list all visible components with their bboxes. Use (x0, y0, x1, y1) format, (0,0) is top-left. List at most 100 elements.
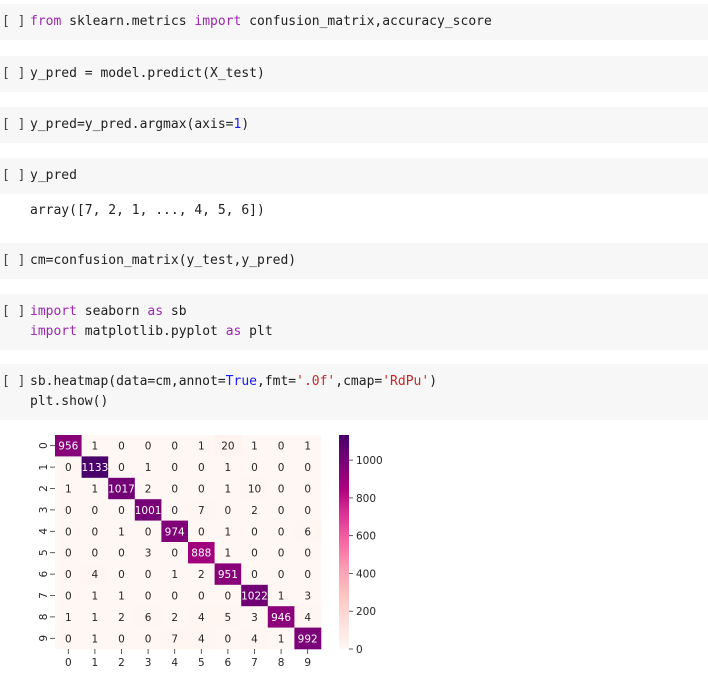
heatmap-cell (134, 477, 162, 500)
run-cell-bracket[interactable]: [ ] (2, 374, 26, 389)
heatmap-annotation: 0 (198, 462, 205, 474)
colorbar-tick-label: 200 (356, 606, 376, 618)
heatmap-cell (188, 584, 215, 607)
heatmap-cell (161, 456, 189, 479)
code-token: ) (429, 374, 438, 389)
code-token: sklearn.metrics (61, 14, 195, 29)
run-cell-bracket[interactable]: [ ] (2, 253, 26, 268)
heatmap-cell (241, 477, 269, 500)
heatmap-annotation: 4 (198, 612, 205, 624)
heatmap-cell (55, 606, 82, 628)
y-tick-label: 3 (38, 507, 50, 514)
heatmap-cell (134, 563, 162, 586)
heatmap-annotation: 0 (251, 569, 258, 581)
colorbar-tick-label: 400 (356, 568, 376, 580)
heatmap-cell (267, 520, 295, 543)
code-input[interactable]: import seaborn as sb import matplotlib.py… (30, 302, 273, 342)
colorbar (339, 435, 349, 649)
heatmap-cell (108, 563, 136, 586)
heatmap-annotation: 3 (304, 591, 311, 603)
heatmap-annotation: 0 (92, 526, 99, 538)
y-tick-label: 5 (38, 549, 50, 556)
heatmap-cell (241, 606, 269, 628)
heatmap-annotation: 0 (65, 633, 72, 645)
run-cell-bracket[interactable]: [ ] (2, 14, 26, 29)
code-cell[interactable]: [ ] y_pred (0, 158, 708, 194)
code-cell[interactable]: [ ] from sklearn.metrics import confusion… (0, 4, 708, 40)
heatmap-annotation: 0 (118, 569, 125, 581)
heatmap-annotation: 0 (304, 548, 311, 560)
code-cell[interactable]: [ ] cm=confusion_matrix(y_test,y_pred) (0, 243, 708, 279)
heatmap-cell (241, 584, 269, 607)
heatmap-annotation: 0 (304, 569, 311, 581)
confusion-matrix-heatmap: 956 1 0 0 0 1 20 1 0 10 1133 0 1 0 0 1 0 0 01 1 1017 2 0 0 1 10 0 0… (38, 435, 383, 669)
heatmap-cell (161, 563, 189, 586)
code-cell[interactable]: [ ] sb.heatmap(data=cm,annot=True,fmt='.0… (0, 364, 708, 420)
x-tick-label: 6 (225, 657, 232, 669)
heatmap-annotation: 0 (65, 569, 72, 581)
run-cell-bracket[interactable]: [ ] (2, 66, 26, 81)
heatmap-cell (81, 563, 109, 586)
heatmap-annotation: 0 (145, 633, 152, 645)
heatmap-cell (108, 584, 136, 607)
heatmap-annotation: 1 (251, 441, 258, 453)
cell-output-array: array([7, 2, 1, ..., 4, 5, 6]) (30, 203, 265, 218)
code-token: sb (163, 304, 187, 319)
heatmap-annotation: 0 (225, 633, 232, 645)
heatmap-annotation: 0 (278, 569, 285, 581)
heatmap-cell (267, 435, 295, 457)
code-token: ,fmt= (256, 374, 297, 389)
code-input[interactable]: y_pred (30, 166, 77, 186)
heatmap-cell (267, 606, 295, 628)
code-input[interactable]: sb.heatmap(data=cm,annot=True,fmt='.0f',… (30, 372, 437, 412)
heatmap-cell (214, 435, 242, 457)
heatmap-annotation: 0 (65, 591, 72, 603)
heatmap-annotation: 0 (278, 526, 285, 538)
heatmap-cell (214, 542, 242, 564)
heatmap-annotation: 0 (198, 591, 205, 603)
heatmap-cell (294, 627, 322, 650)
heatmap-cell (294, 606, 322, 628)
heatmap-cell (134, 520, 162, 543)
heatmap-cell (134, 606, 162, 628)
code-input[interactable]: y_pred=y_pred.argmax(axis=1) (30, 115, 249, 135)
code-input[interactable]: y_pred = model.predict(X_test) (30, 64, 265, 84)
heatmap-annotation: 0 (65, 462, 72, 474)
code-cell[interactable]: [ ] y_pred = model.predict(X_test) (0, 56, 708, 92)
code-line: y_pred = model.predict(X_test) (30, 64, 265, 84)
heatmap-cell (188, 606, 215, 628)
code-cell[interactable]: [ ] import seaborn as sb import matplotlib… (0, 294, 708, 350)
heatmap-cell (188, 563, 215, 586)
run-cell-bracket[interactable]: [ ] (2, 168, 26, 183)
code-input[interactable]: cm=confusion_matrix(y_test,y_pred) (30, 251, 296, 271)
run-cell-bracket[interactable]: [ ] (2, 304, 26, 319)
heatmap-annotation: 1 (225, 548, 232, 560)
x-tick-label: 4 (171, 657, 178, 669)
x-tick-label: 5 (198, 657, 205, 669)
heatmap-annotation: 0 (145, 591, 152, 603)
heatmap-cell (161, 435, 189, 457)
heatmap-cell (267, 563, 295, 586)
code-token: matplotlib.pyplot (76, 324, 226, 339)
code-token: as (225, 324, 242, 339)
heatmap-cell (134, 584, 162, 607)
heatmap-cell (81, 456, 109, 479)
code-token: y_pred (30, 168, 77, 183)
heatmap-annotation: 1 (118, 591, 125, 603)
heatmap-annotation: 6 (145, 612, 152, 624)
heatmap-cell (294, 499, 322, 521)
heatmap-cell (161, 627, 189, 650)
heatmap-annotation: 0 (118, 462, 125, 474)
code-cell[interactable]: [ ] y_pred=y_pred.argmax(axis=1) (0, 107, 708, 143)
run-cell-bracket[interactable]: [ ] (2, 117, 26, 132)
heatmap-cell (294, 477, 322, 500)
heatmap-annotation: 2 (251, 505, 258, 517)
heatmap-cell (214, 627, 242, 650)
y-tick-label: 4 (38, 528, 50, 535)
heatmap-cell (81, 542, 109, 564)
heatmap-annotation: 0 (171, 441, 178, 453)
heatmap-annotation: 1 (278, 591, 285, 603)
code-input[interactable]: from sklearn.metrics import confusion_ma… (30, 12, 492, 32)
heatmap-annotation: 0 (278, 505, 285, 517)
heatmap-cell (81, 477, 109, 500)
